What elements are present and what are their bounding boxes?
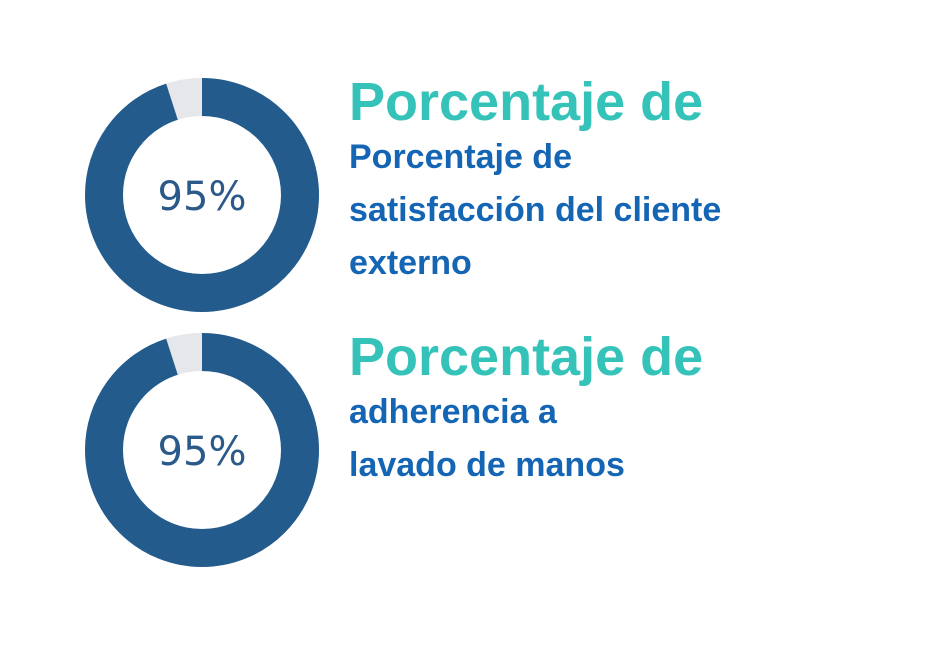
stat-handwashing: 95% Porcentaje de adherencia a lavado de… xyxy=(0,325,934,575)
donut-chart: 95% xyxy=(82,330,322,570)
description-line: externo xyxy=(349,244,472,282)
stat-heading: Porcentaje de xyxy=(349,327,704,387)
stat-description: Porcentaje de satisfacción del cliente e… xyxy=(349,131,919,290)
donut-chart: 95% xyxy=(82,75,322,315)
description-line: Porcentaje de xyxy=(349,138,572,176)
donut-svg: 95% xyxy=(85,78,319,312)
donut-value-label: 95% xyxy=(158,429,247,475)
stat-description: adherencia a lavado de manos xyxy=(349,386,919,492)
description-line: satisfacción del cliente xyxy=(349,191,722,229)
donut-svg: 95% xyxy=(85,333,319,567)
stat-text: Porcentaje de Porcentaje de satisfacción… xyxy=(349,70,919,290)
donut-value-label: 95% xyxy=(158,174,247,220)
description-line: adherencia a xyxy=(349,393,557,431)
stat-heading: Porcentaje de xyxy=(349,72,704,132)
stat-text: Porcentaje de adherencia a lavado de man… xyxy=(349,325,919,492)
description-line: lavado de manos xyxy=(349,446,625,484)
stat-satisfaction: 95% Porcentaje de Porcentaje de satisfac… xyxy=(0,70,934,320)
donut-progress-arc xyxy=(85,333,319,567)
donut-progress-arc xyxy=(85,78,319,312)
